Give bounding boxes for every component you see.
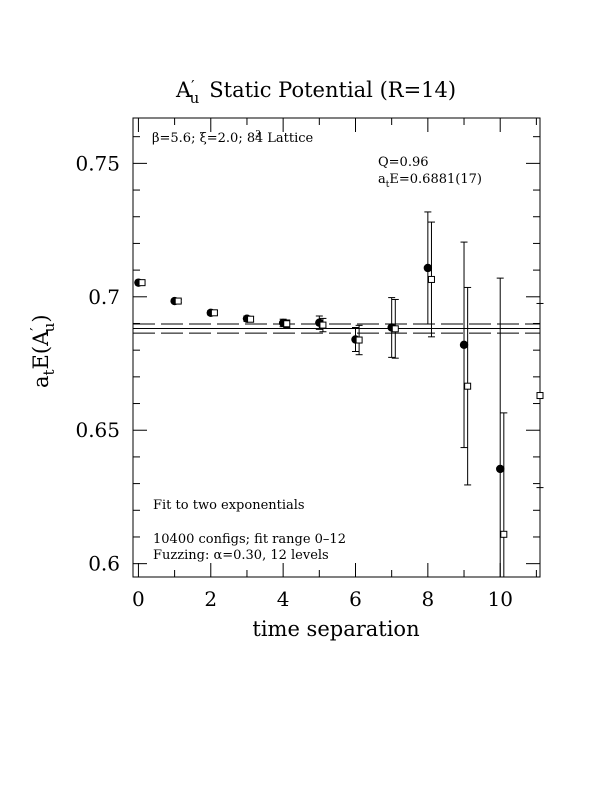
x-tick-label: 10 (487, 587, 512, 611)
x-tick-label: 0 (132, 587, 145, 611)
lattice-annotation: β=5.6; ξ=2.0; 834 Lattice (152, 130, 314, 146)
data-points (134, 211, 544, 577)
fit-band (133, 323, 540, 334)
q-annotation: Q=0.96 (378, 155, 429, 170)
data-point-square (427, 275, 435, 283)
data-point-square (391, 325, 399, 333)
x-axis-title: time separation (252, 617, 419, 641)
data-point-circle (496, 464, 505, 474)
y-tick-label: 0.7 (88, 285, 120, 309)
data-point-square (536, 392, 544, 400)
data-point-square (247, 315, 255, 323)
data-point-square (319, 321, 327, 329)
data-point-square (283, 320, 291, 328)
fit-energy-annotation: atE=0.6881(17) (378, 172, 482, 190)
configs-annotation: 10400 configs; fit range 0–12 (153, 532, 346, 547)
y-tick-label: 0.6 (88, 552, 120, 576)
data-point-square (210, 309, 218, 317)
fit-type-annotation: Fit to two exponentials (153, 498, 305, 513)
data-point-square (174, 297, 182, 305)
x-tick-label: 4 (277, 587, 290, 611)
fuzzing-annotation: Fuzzing: α=0.30, 12 levels (153, 548, 329, 563)
data-point-square (464, 382, 472, 390)
data-point-circle (459, 340, 469, 350)
data-point-circle (423, 263, 433, 273)
y-axis-title: atE(A′u) (27, 314, 58, 388)
x-tick-label: 6 (349, 587, 362, 611)
axis-ticks: 0 2 4 6 8 10 0.6 0.65 0.7 0.75 (75, 118, 540, 611)
chart-title: A′ u Static Potential (R=14) (175, 77, 456, 107)
y-tick-label: 0.65 (75, 418, 120, 442)
x-tick-label: 8 (421, 587, 434, 611)
data-point-square (138, 279, 146, 287)
data-point-square (500, 530, 508, 538)
y-tick-label: 0.75 (75, 151, 120, 175)
x-tick-label: 2 (204, 587, 217, 611)
data-point-square (355, 336, 363, 344)
